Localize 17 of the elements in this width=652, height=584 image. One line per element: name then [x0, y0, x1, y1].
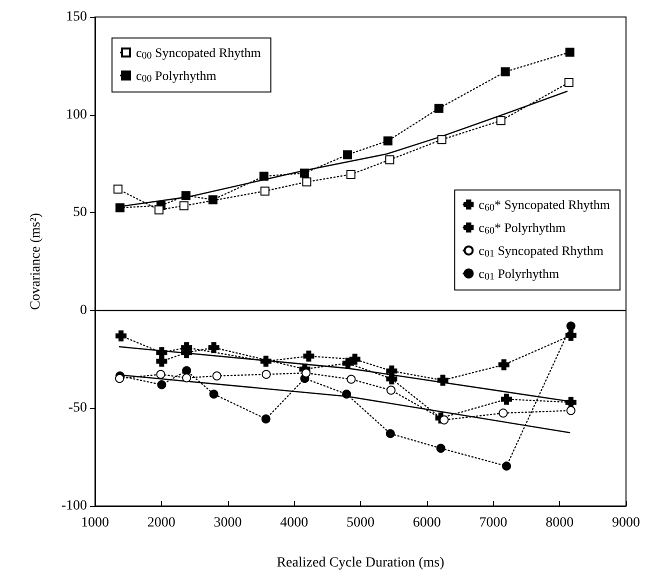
y-tick-label: 150 [66, 10, 87, 24]
x-tick-label: 2000 [147, 516, 176, 530]
y-tick-label: 100 [66, 107, 87, 122]
y-tick-label: -100 [61, 498, 87, 514]
x-axis-title: Realized Cycle Duration (ms) [276, 556, 445, 570]
x-tick-label: 1000 [81, 516, 109, 530]
x-tick-label: 3000 [214, 516, 242, 530]
x-tick-label: 9000 [612, 516, 640, 530]
x-tick-label: 7000 [479, 516, 508, 530]
y-tick-label: 50 [73, 205, 87, 220]
x-tick-label: 4000 [280, 516, 308, 530]
y-tick-label: -50 [68, 400, 87, 416]
x-tick-label: 6000 [412, 516, 441, 530]
x-tick-label: 8000 [546, 516, 574, 530]
y-axis-title: Covariance (ms²) [28, 212, 44, 310]
y-tick-label: 0 [80, 302, 87, 318]
x-tick-label: 5000 [346, 516, 374, 530]
